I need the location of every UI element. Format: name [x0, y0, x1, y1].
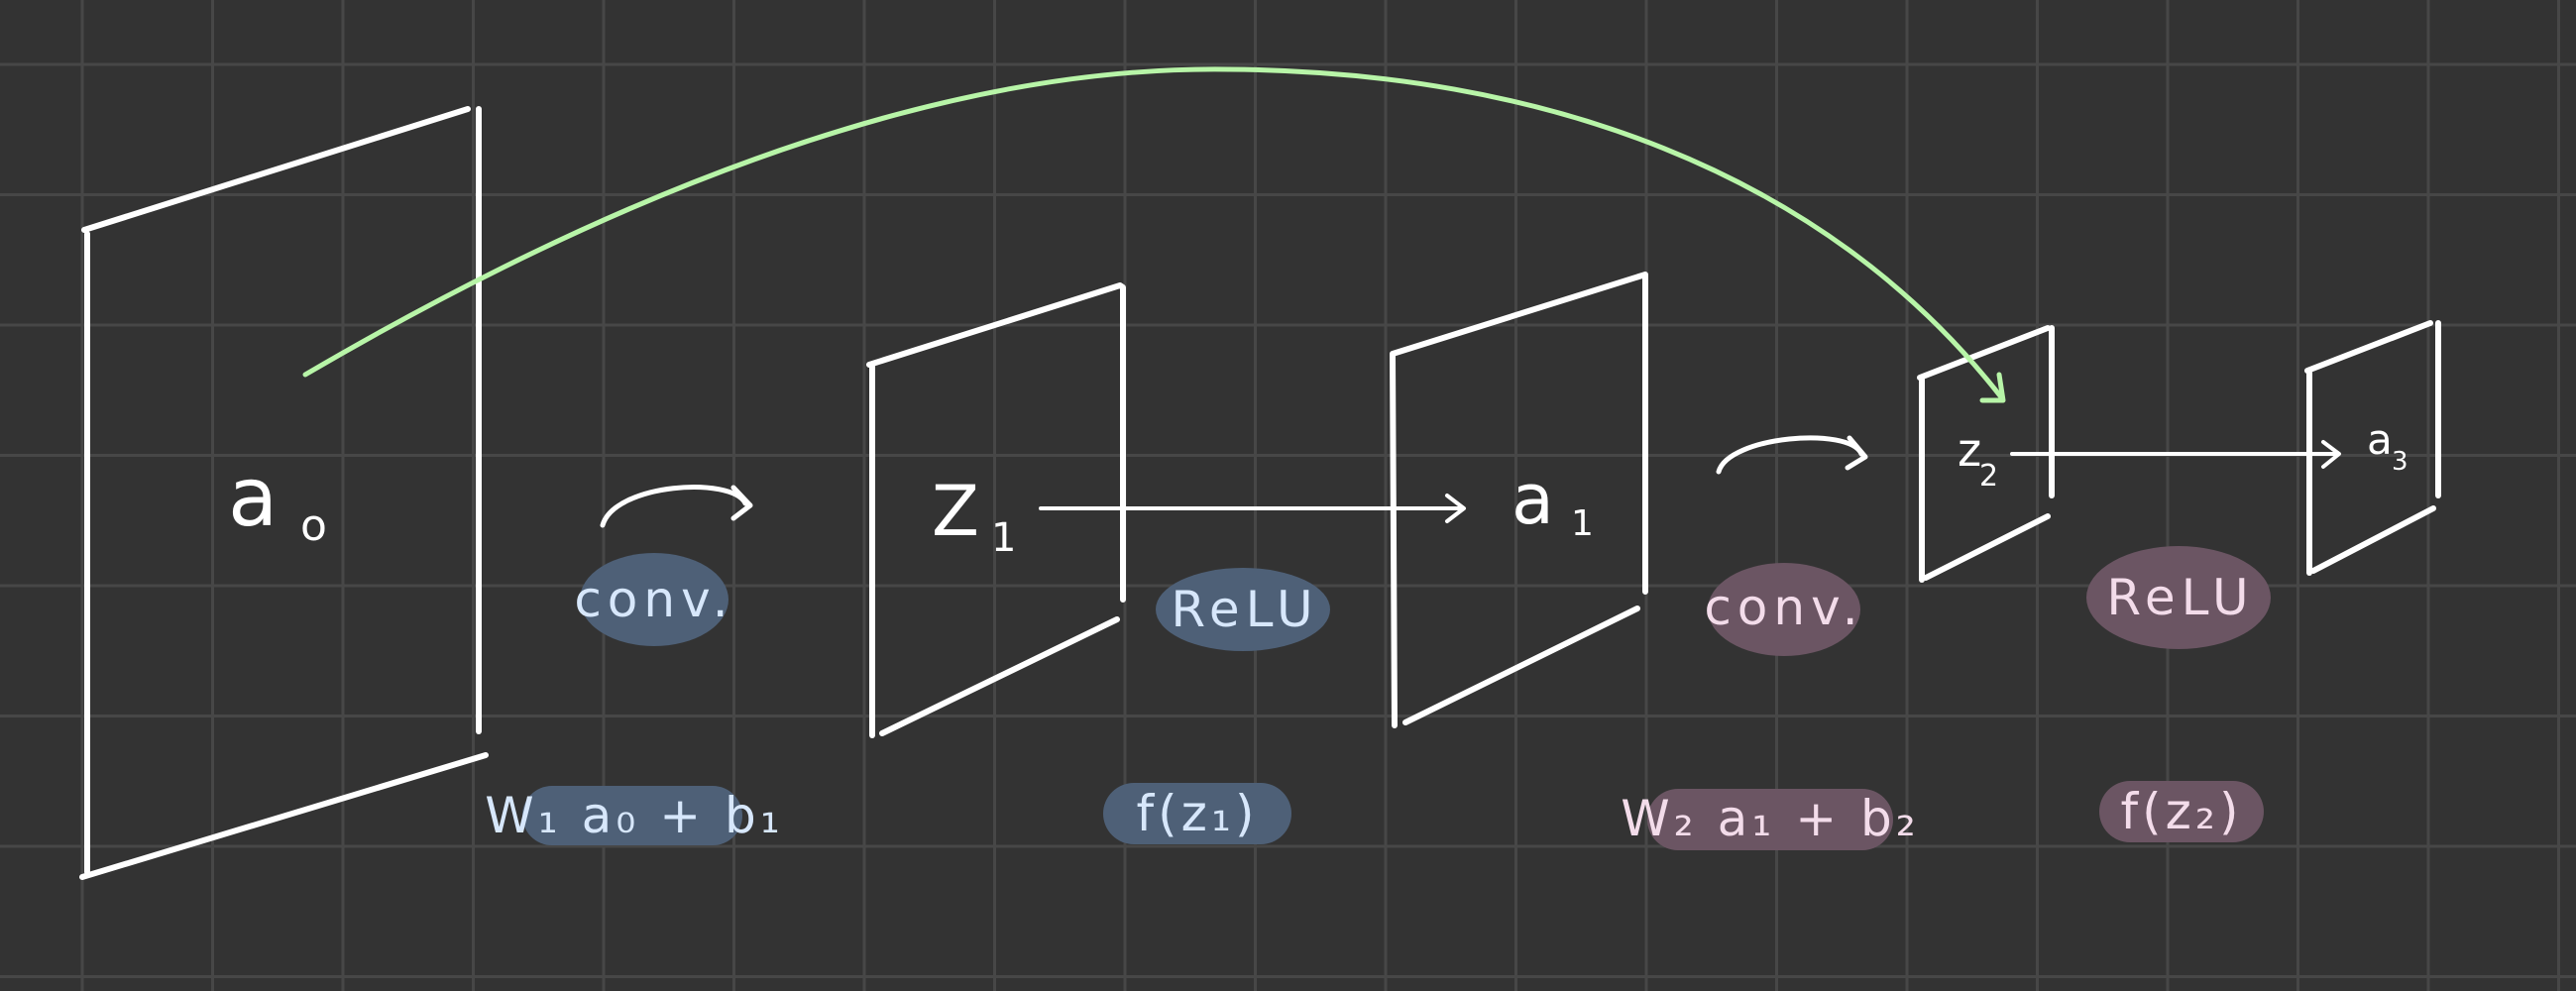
- conv1-curve-arrow: [600, 485, 753, 528]
- a0-subscript: o: [300, 500, 327, 551]
- conv1-pill: conv.: [574, 553, 733, 646]
- a0-letter: a: [228, 451, 278, 545]
- relu2-formula-text: f(z₂): [2121, 783, 2243, 840]
- conv2-formula: W₂ a₁ + b₂: [1621, 789, 1920, 850]
- a3-subscript: 3: [2392, 447, 2408, 477]
- z1-to-a1-arrow: [1039, 494, 1466, 523]
- z1-letter: Z: [932, 471, 979, 552]
- z2-to-a3-arrow: [2010, 440, 2341, 469]
- z2-subscript: 2: [1979, 459, 1998, 494]
- conv1-label: conv.: [574, 571, 733, 628]
- relu1-formula-text: f(z₁): [1137, 785, 1259, 842]
- label-z2: z 2: [1958, 423, 1998, 494]
- conv2-curve-arrow: [1716, 435, 1868, 475]
- relu1-formula: f(z₁): [1103, 783, 1291, 844]
- plane-z2: [1917, 325, 2055, 583]
- conv1-formula: W₁ a₀ + b₁: [485, 786, 784, 845]
- a1-letter: a: [1512, 459, 1554, 540]
- z2-letter: z: [1958, 423, 1981, 477]
- skip-connection-arrow: [302, 66, 2006, 403]
- relu2-label: ReLU: [2106, 569, 2254, 626]
- z1-subscript: 1: [991, 515, 1016, 561]
- label-z1: Z 1: [932, 471, 1016, 561]
- relu1-label: ReLU: [1171, 581, 1318, 638]
- plane-z1: [866, 282, 1126, 738]
- label-a0: a o: [228, 451, 327, 551]
- label-a3: a 3: [2367, 415, 2408, 477]
- a3-letter: a: [2367, 415, 2393, 464]
- plane-a3: [2304, 320, 2441, 576]
- conv2-label: conv.: [1704, 579, 1863, 636]
- relu2-pill: ReLU: [2086, 546, 2271, 649]
- conv1-formula-text: W₁ a₀ + b₁: [485, 787, 784, 844]
- a1-subscript: 1: [1571, 503, 1594, 544]
- plane-a1: [1390, 272, 1648, 728]
- label-a1: a 1: [1512, 459, 1594, 544]
- conv2-pill: conv.: [1704, 563, 1863, 656]
- plane-a0: [79, 106, 489, 880]
- relu1-pill: ReLU: [1156, 568, 1330, 651]
- relu2-formula: f(z₂): [2099, 781, 2264, 842]
- conv2-formula-text: W₂ a₁ + b₂: [1621, 790, 1920, 847]
